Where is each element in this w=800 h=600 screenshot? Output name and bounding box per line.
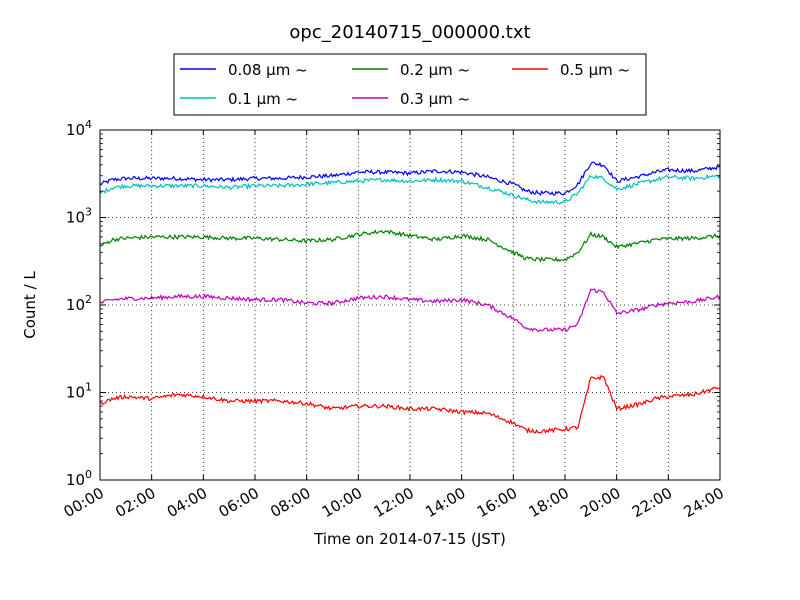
series-line-5	[99, 374, 721, 434]
x-tick-label: 16:00	[474, 484, 520, 521]
series-line-1	[99, 161, 721, 197]
legend-label: 0.08 μm ~	[228, 61, 308, 79]
y-tick-label: 103	[66, 206, 92, 227]
legend-label: 0.5 μm ~	[560, 61, 630, 79]
legend-label: 0.3 μm ~	[400, 90, 470, 108]
x-axis-label: Time on 2014-07-15 (JST)	[313, 530, 506, 548]
legend-label: 0.1 μm ~	[228, 90, 298, 108]
x-tick-label: 00:00	[61, 484, 107, 521]
x-tick-label: 08:00	[267, 484, 313, 521]
x-tick-label: 06:00	[216, 484, 262, 521]
y-tick-label: 100	[66, 468, 92, 489]
x-tick-label: 24:00	[681, 484, 727, 521]
y-tick-label: 104	[66, 118, 92, 139]
x-tick-label: 04:00	[164, 484, 210, 521]
x-axis: 00:00 02:00 04:00 06:00 08:00 10:00 12:00 14:00…	[61, 130, 727, 521]
chart-title: opc_20140715_000000.txt	[289, 22, 530, 43]
x-tick-label: 12:00	[371, 484, 417, 521]
grid	[100, 130, 720, 480]
legend-box	[173, 53, 647, 116]
y-tick-label: 102	[66, 293, 92, 314]
x-tick-label: 02:00	[112, 484, 158, 521]
series-line-3	[99, 229, 721, 263]
legend: 0.08 μm ~ 0.1 μm ~ 0.2 μm ~ 0.3 μm ~ 0.5 μm …	[173, 53, 647, 116]
y-axis-label: Count / L	[21, 271, 39, 339]
y-axis: 100 101 102 103 104	[66, 118, 720, 489]
x-tick-label: 20:00	[577, 484, 623, 521]
y-tick-label: 101	[66, 381, 92, 402]
x-tick-label: 10:00	[319, 484, 365, 521]
x-tick-label: 14:00	[422, 484, 468, 521]
series-line-2	[99, 173, 721, 205]
legend-label: 0.2 μm ~	[400, 61, 470, 79]
x-tick-label: 18:00	[526, 484, 572, 521]
x-tick-label: 22:00	[629, 484, 675, 521]
series-line-4	[99, 288, 721, 333]
plot-area: 00:00 02:00 04:00 06:00 08:00 10:00 12:00 14:00…	[61, 118, 727, 521]
